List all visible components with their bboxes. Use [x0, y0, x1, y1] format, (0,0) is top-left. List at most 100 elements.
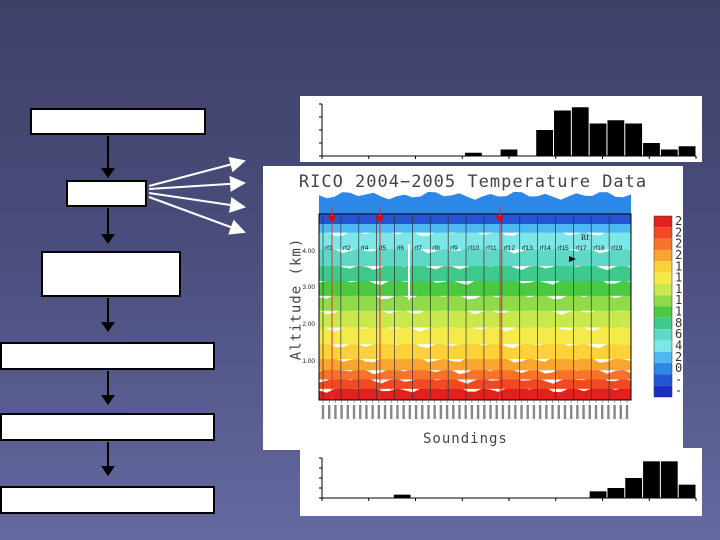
colorbar-swatch: [654, 216, 672, 228]
plot-x-axis-label: Soundings: [423, 431, 508, 447]
x-tick-label-mark: [371, 405, 374, 419]
x-tick-label-mark: [569, 405, 573, 419]
top-histogram-bar: [625, 123, 643, 156]
colorbar-label: 16: [675, 271, 683, 285]
flow-box-2: [66, 180, 147, 207]
x-tick-label-mark: [352, 405, 356, 419]
histogram-top: [300, 96, 702, 162]
histogram-top-chart: [319, 103, 697, 159]
x-tick-label-mark: [600, 405, 604, 419]
x-tick-label-mark: [390, 405, 393, 419]
flight-label: rf14: [540, 245, 552, 252]
x-tick-label-mark: [433, 405, 436, 419]
x-tick-label-mark: [383, 405, 387, 419]
x-tick-label-mark: [470, 405, 474, 419]
colorbar-label: 0: [675, 361, 682, 375]
colorbar-swatch: [654, 283, 672, 296]
colorbar-label: -4: [675, 384, 683, 398]
temperature-band: [319, 228, 631, 250]
sounding-panel: RICO 2004−2005 Temperature Data Altitude…: [263, 166, 683, 450]
x-tick-label-mark: [576, 405, 579, 419]
temperature-band: [319, 306, 631, 328]
x-tick-label-mark: [359, 405, 362, 419]
flight-label: rf18: [593, 245, 605, 252]
red-marker-triangle: [328, 216, 336, 223]
flow-arrow-1: [101, 168, 115, 178]
colorbar-swatch: [654, 238, 672, 250]
flight-label: rf4: [361, 245, 369, 252]
x-tick-label-mark: [545, 405, 548, 419]
colorbar-swatch: [654, 351, 672, 364]
top-histogram-bar: [589, 123, 607, 156]
x-tick-label-mark: [408, 405, 412, 419]
flight-label: rf15: [557, 245, 569, 252]
annotation-arrow: [569, 256, 576, 262]
y-tick-label: 2.00: [302, 321, 315, 328]
flow-connector-4: [107, 371, 109, 397]
temperature-band: [319, 366, 631, 380]
colorbar-label: 14: [675, 282, 683, 296]
flight-label: rf17: [575, 245, 587, 252]
flow-box-6: [0, 486, 215, 514]
top-histogram-bar: [571, 107, 589, 156]
x-tick-label-mark: [526, 405, 529, 419]
flight-label: rf11: [486, 245, 497, 252]
colorbar-label: 8: [675, 316, 682, 330]
top-histogram-bar: [678, 146, 696, 156]
bottom-histogram-bar: [607, 488, 625, 498]
x-tick-label-mark: [321, 405, 325, 419]
temperature-band: [319, 340, 631, 360]
y-tick-label: 1.00: [302, 358, 315, 365]
x-tick-label-mark: [346, 405, 350, 419]
temperature-band: [319, 191, 631, 216]
colorbar-swatch: [654, 261, 672, 273]
colorbar-label: 6: [675, 327, 682, 341]
x-tick-label-mark: [594, 405, 598, 419]
x-tick-label-mark: [458, 405, 461, 419]
top-histogram-bar: [607, 120, 625, 156]
x-tick-label-mark: [532, 405, 536, 419]
flight-label: rf7: [414, 245, 422, 252]
colorbar-label: 22: [675, 237, 683, 251]
flight-label: rf5: [379, 245, 387, 252]
colorbar-swatch: [654, 385, 672, 397]
colorbar-swatch: [654, 249, 672, 262]
x-tick-label-mark: [489, 405, 492, 419]
flight-label: rf2: [343, 245, 351, 252]
temperature-band: [319, 245, 631, 267]
top-histogram-bar: [554, 110, 571, 156]
colorbar-label: 4: [675, 338, 682, 352]
x-tick-label-mark: [582, 405, 585, 419]
plot-frame: [318, 213, 632, 401]
top-histogram-bar: [536, 130, 554, 156]
x-tick-label-mark: [501, 405, 505, 419]
colorbar-swatch: [654, 374, 672, 386]
bottom-histogram-bar: [625, 478, 643, 498]
colorbar-label: 2: [675, 350, 682, 364]
x-tick-label-mark: [563, 405, 567, 419]
colorbar-swatch: [654, 295, 672, 307]
colorbar-label: 26: [675, 214, 683, 228]
flow-connector-2: [107, 208, 109, 236]
flight-label: rf9: [450, 245, 458, 252]
y-tick-label: 3.00: [302, 284, 315, 291]
colorbar-swatch: [654, 317, 672, 330]
flow-arrow-5: [101, 466, 115, 476]
flow-arrow-3: [101, 322, 115, 332]
x-tick-label-mark: [402, 405, 405, 419]
flow-connector-5: [107, 442, 109, 468]
x-tick-label-mark: [495, 405, 498, 419]
x-tick-label-mark: [557, 405, 560, 419]
colorbar-swatch: [654, 272, 672, 284]
flow-box-5: [0, 413, 215, 441]
x-tick-label-mark: [625, 405, 629, 419]
colorbar-label: 10: [675, 305, 683, 319]
x-tick-label-mark: [452, 405, 455, 419]
colorbar-label: 18: [675, 259, 683, 273]
colorbar-label: 12: [675, 293, 683, 307]
x-tick-label-mark: [445, 405, 449, 419]
flow-box-3: [41, 251, 181, 297]
x-tick-label-mark: [551, 405, 554, 419]
top-histogram-bar: [500, 149, 518, 156]
